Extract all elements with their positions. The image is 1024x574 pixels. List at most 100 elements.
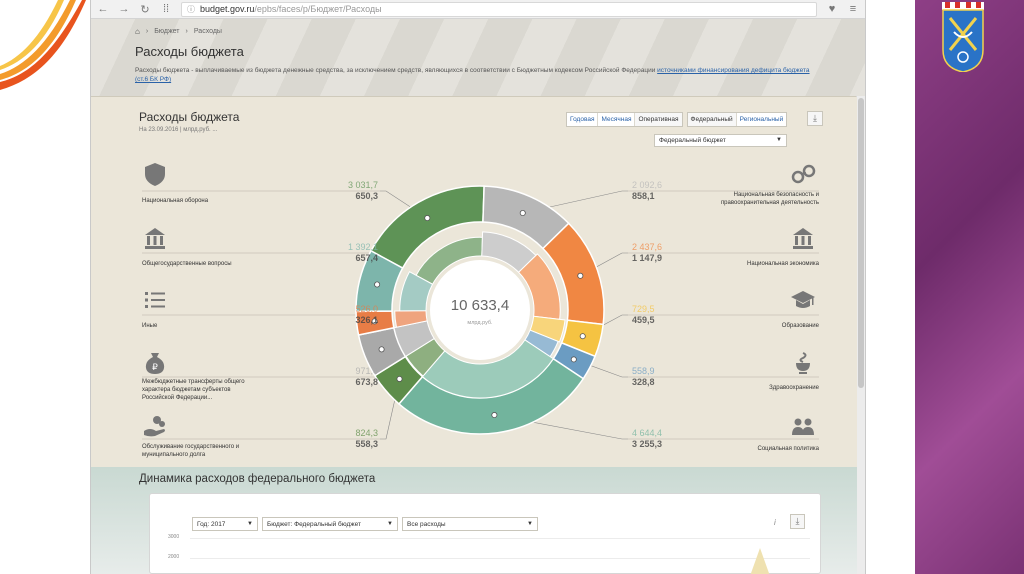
left-category-label[interactable]: Межбюджетные трансферты общего характера… (142, 379, 245, 401)
plan-value: 2 437,6 (632, 242, 663, 252)
info-icon[interactable]: i (774, 518, 776, 527)
budget-select[interactable]: Федеральный бюджет ▼ (654, 134, 787, 147)
leader-line-security (522, 190, 628, 214)
fact-value: 657,4 (355, 253, 378, 263)
right-category-label[interactable]: Национальная безопасность и правоохранит… (720, 192, 819, 206)
right-category-label[interactable]: Здравоохранение (769, 385, 819, 391)
dynamics-chart-box: Год: 2017 ▼ Бюджет: Федеральный бюджет ▼ В… (149, 493, 821, 574)
right-category-label[interactable]: Образование (781, 323, 819, 329)
mode-operative[interactable]: Оперативная (635, 113, 682, 126)
svg-text:₽: ₽ (152, 362, 158, 372)
dynamics-section: Динамика расходов федерального бюджета Г… (91, 467, 857, 574)
browser-toolbar: ← → ↻ ⁞⁞ ⓘ budget.gov.ru/epbs/faces/p/Бю… (91, 0, 865, 19)
caret-down-icon: ▼ (776, 137, 782, 143)
bank-icon (793, 228, 813, 249)
fact-value: 326,1 (355, 315, 378, 325)
fact-value: 459,5 (632, 315, 655, 325)
expenses-panel: Расходы бюджета На 23.09.2016 | млрд.руб… (91, 97, 857, 467)
plan-value: 526,0 (355, 304, 378, 314)
donut-center (430, 260, 530, 360)
gridline (190, 558, 810, 559)
slice-marker-general[interactable] (374, 281, 381, 288)
slice-marker-health[interactable] (570, 356, 577, 363)
list-icon (145, 292, 165, 308)
slice-marker-education[interactable] (579, 333, 586, 340)
mode-annual[interactable]: Годовая (567, 113, 599, 126)
page-header: ⌂ › Бюджет › Расходы Расходы бюджета Рас… (91, 19, 865, 97)
slice-marker-defense[interactable] (424, 215, 431, 222)
fact-value: 3 255,3 (632, 439, 663, 449)
scrollbar-thumb[interactable] (858, 98, 864, 388)
apps-icon[interactable]: ⁞⁞ (162, 3, 170, 15)
left-category-label[interactable]: Национальная оборона (142, 198, 209, 204)
slice-marker-debt[interactable] (396, 375, 403, 382)
budget-type-select[interactable]: Бюджет: Федеральный бюджет ▼ (262, 517, 398, 531)
dynamics-series-peak (750, 548, 770, 574)
plan-value: 3 031,7 (347, 180, 378, 190)
donut-inner-slice-social[interactable] (421, 339, 554, 399)
left-category-values: 971,4 673,8 (318, 366, 378, 388)
right-category-label[interactable]: Национальная экономика (747, 261, 819, 267)
menu-icon[interactable]: ≡ (849, 3, 857, 15)
left-category-values: 824,3 558,3 (318, 428, 378, 450)
mode-regional[interactable]: Региональный (739, 116, 784, 123)
graduation-cap-icon (791, 291, 815, 308)
leader-line-social (494, 414, 628, 440)
panel-title: Расходы бюджета (139, 110, 240, 124)
fact-value: 858,1 (632, 191, 655, 201)
right-category-label[interactable]: Социальная политика (757, 446, 820, 452)
slice-marker-social[interactable] (491, 412, 498, 419)
coat-of-arms-icon (942, 2, 984, 72)
intro-link[interactable]: источниками финансирования дефицита бюдж… (657, 67, 810, 74)
left-category-values: 3 031,7 650,3 (318, 180, 378, 202)
mode-federal[interactable]: Федеральный (687, 113, 737, 126)
money-bag-icon: ₽ (145, 353, 165, 374)
y-tick-label: 3000 (168, 534, 180, 540)
breadcrumb: ⌂ › Бюджет › Расходы (135, 27, 222, 36)
mode-monthly[interactable]: Месячная (598, 113, 636, 126)
mode-switcher: Годовая Месячная Оперативная Федеральный… (566, 112, 788, 127)
donut-inner-slice-general[interactable] (399, 271, 434, 312)
slice-marker-economy[interactable] (577, 272, 584, 279)
slide-right-band (915, 0, 1024, 574)
fact-value: 558,3 (355, 439, 378, 449)
caret-down-icon: ▼ (527, 521, 533, 527)
year-select[interactable]: Год: 2017 ▼ (192, 517, 258, 531)
info-icon[interactable]: ⓘ (187, 4, 195, 14)
plan-value: 824,3 (355, 428, 378, 438)
fact-value: 673,8 (355, 377, 378, 387)
expenses-donut-chart: 10 633,4 млрд.руб. (142, 185, 819, 440)
intro-ref-link[interactable]: (ст.6 БК РФ) (135, 76, 172, 83)
y-tick-label: 2000 (168, 554, 180, 560)
slice-marker-transfers[interactable] (378, 346, 385, 353)
left-category-label[interactable]: Иные (142, 323, 158, 329)
plan-value: 2 092,6 (632, 180, 663, 190)
home-icon[interactable]: ⌂ (135, 27, 140, 36)
fact-value: 1 147,9 (632, 253, 663, 263)
favorite-heart-icon[interactable]: ♥ (828, 3, 836, 15)
breadcrumb-item[interactable]: Бюджет (154, 28, 180, 35)
center-total: 10 633,4 (451, 297, 509, 314)
handcuffs-icon (791, 164, 816, 184)
right-category-values: 2 437,6 1 147,9 (632, 242, 692, 264)
back-icon[interactable]: ← (97, 3, 109, 15)
download-icon[interactable]: ⤓ (790, 514, 805, 529)
download-icon[interactable]: ⤓ (807, 111, 823, 126)
reload-icon[interactable]: ↻ (140, 3, 150, 16)
forward-icon[interactable]: → (118, 3, 130, 15)
shield-icon (145, 163, 165, 186)
breadcrumb-item[interactable]: Расходы (193, 28, 222, 35)
scrollbar[interactable] (856, 96, 865, 574)
fact-value: 650,3 (355, 191, 378, 201)
address-bar[interactable]: ⓘ budget.gov.ru/epbs/faces/p/Бюджет/Расх… (181, 1, 817, 17)
donut-slice-general[interactable] (355, 249, 404, 313)
inner-ring (393, 231, 566, 399)
slice-marker-other[interactable] (371, 318, 378, 325)
expense-select[interactable]: Все расходы ▼ (402, 517, 538, 531)
right-category-values: 2 092,6 858,1 (632, 180, 692, 202)
left-category-label[interactable]: Обслуживание государственного и муниципа… (142, 444, 240, 458)
slice-marker-security[interactable] (519, 210, 526, 217)
browser-window: ← → ↻ ⁞⁞ ⓘ budget.gov.ru/epbs/faces/p/Бю… (90, 0, 866, 574)
left-category-label[interactable]: Общегосударственные вопросы (142, 261, 232, 267)
left-category-values: 1 392,1 657,4 (318, 242, 378, 264)
